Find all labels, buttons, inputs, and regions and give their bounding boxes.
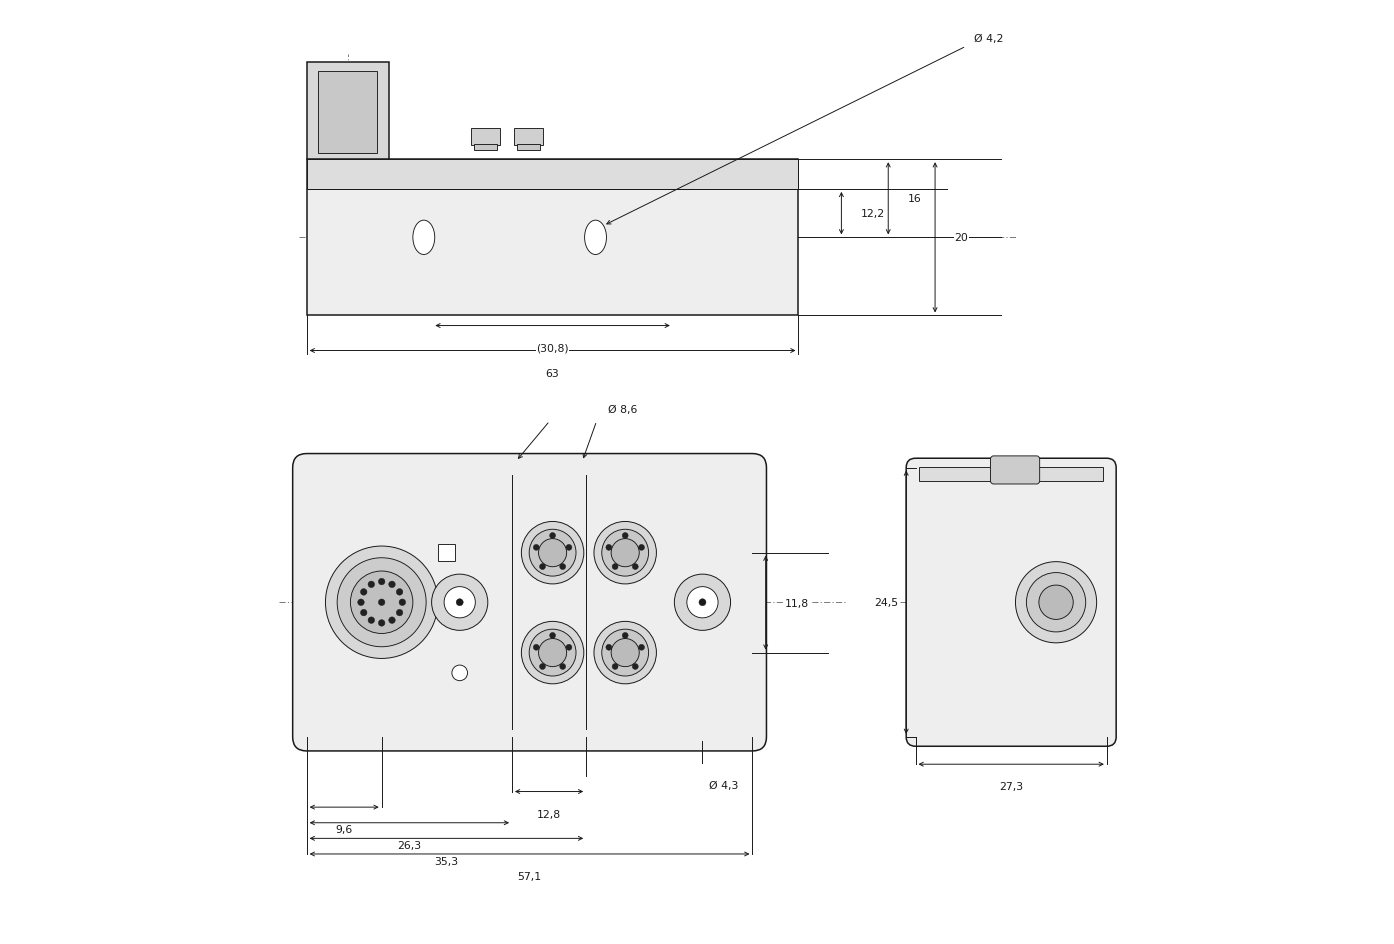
Text: Ø 4,3: Ø 4,3	[708, 781, 737, 790]
Circle shape	[612, 664, 618, 669]
Circle shape	[602, 630, 648, 676]
Circle shape	[1026, 573, 1086, 632]
Text: 12,8: 12,8	[537, 809, 562, 818]
Circle shape	[445, 587, 475, 618]
Bar	[307, 160, 799, 316]
Circle shape	[432, 575, 488, 631]
Circle shape	[350, 571, 413, 633]
Text: 57,1: 57,1	[517, 871, 542, 881]
Circle shape	[594, 622, 657, 684]
Text: 16: 16	[907, 194, 921, 204]
Circle shape	[1039, 585, 1073, 620]
Circle shape	[538, 539, 566, 567]
Circle shape	[1015, 562, 1097, 643]
Text: Ø 8,6: Ø 8,6	[608, 405, 638, 414]
Text: (30,8): (30,8)	[537, 344, 569, 353]
Circle shape	[521, 522, 584, 584]
Circle shape	[534, 545, 539, 550]
Bar	[517, 144, 539, 151]
Circle shape	[368, 617, 375, 624]
Circle shape	[622, 632, 629, 639]
Text: 63: 63	[545, 368, 559, 379]
Bar	[920, 467, 1103, 481]
Circle shape	[698, 599, 705, 606]
Circle shape	[549, 533, 556, 539]
Circle shape	[325, 547, 438, 659]
Circle shape	[612, 564, 618, 570]
FancyBboxPatch shape	[991, 456, 1040, 484]
Circle shape	[530, 630, 576, 676]
Circle shape	[361, 610, 367, 616]
Text: 20: 20	[955, 233, 969, 243]
Circle shape	[633, 564, 638, 570]
Circle shape	[368, 582, 375, 588]
Circle shape	[638, 645, 644, 650]
Circle shape	[549, 632, 556, 639]
Circle shape	[399, 599, 406, 606]
Circle shape	[675, 575, 730, 631]
Circle shape	[378, 579, 385, 585]
Circle shape	[539, 564, 545, 570]
Circle shape	[638, 545, 644, 550]
Circle shape	[456, 599, 463, 606]
Circle shape	[534, 645, 539, 650]
Text: 26,3: 26,3	[397, 840, 421, 850]
Bar	[438, 545, 454, 562]
Bar	[474, 144, 498, 151]
Bar	[307, 62, 389, 160]
Text: 12,2: 12,2	[861, 209, 885, 219]
Text: 9,6: 9,6	[336, 824, 353, 834]
Ellipse shape	[584, 221, 606, 255]
Circle shape	[611, 639, 640, 666]
Circle shape	[396, 589, 403, 596]
Text: 27,3: 27,3	[999, 782, 1023, 791]
Text: 35,3: 35,3	[435, 855, 459, 866]
Bar	[307, 160, 799, 190]
Circle shape	[633, 664, 638, 669]
Circle shape	[560, 564, 566, 570]
Bar	[471, 129, 500, 146]
Circle shape	[594, 522, 657, 584]
Circle shape	[606, 545, 612, 550]
Circle shape	[611, 539, 640, 567]
Circle shape	[378, 620, 385, 627]
Text: 11,8: 11,8	[785, 598, 810, 608]
Circle shape	[396, 610, 403, 616]
Text: Ø 4,2: Ø 4,2	[974, 34, 1004, 44]
Circle shape	[452, 666, 467, 681]
Circle shape	[521, 622, 584, 684]
Circle shape	[361, 589, 367, 596]
Circle shape	[566, 645, 572, 650]
Circle shape	[378, 599, 385, 606]
Text: 24,5: 24,5	[874, 598, 898, 608]
Circle shape	[530, 530, 576, 577]
Ellipse shape	[413, 221, 435, 255]
Circle shape	[687, 587, 718, 618]
FancyBboxPatch shape	[293, 454, 767, 751]
Circle shape	[606, 645, 612, 650]
Circle shape	[337, 558, 427, 647]
Circle shape	[358, 599, 364, 606]
Circle shape	[539, 664, 545, 669]
FancyBboxPatch shape	[906, 459, 1117, 747]
Circle shape	[566, 545, 572, 550]
Circle shape	[538, 639, 566, 666]
Circle shape	[602, 530, 648, 577]
Circle shape	[560, 664, 566, 669]
Circle shape	[622, 533, 629, 539]
Bar	[513, 129, 544, 146]
Circle shape	[389, 582, 396, 588]
Circle shape	[389, 617, 396, 624]
Bar	[318, 72, 376, 154]
